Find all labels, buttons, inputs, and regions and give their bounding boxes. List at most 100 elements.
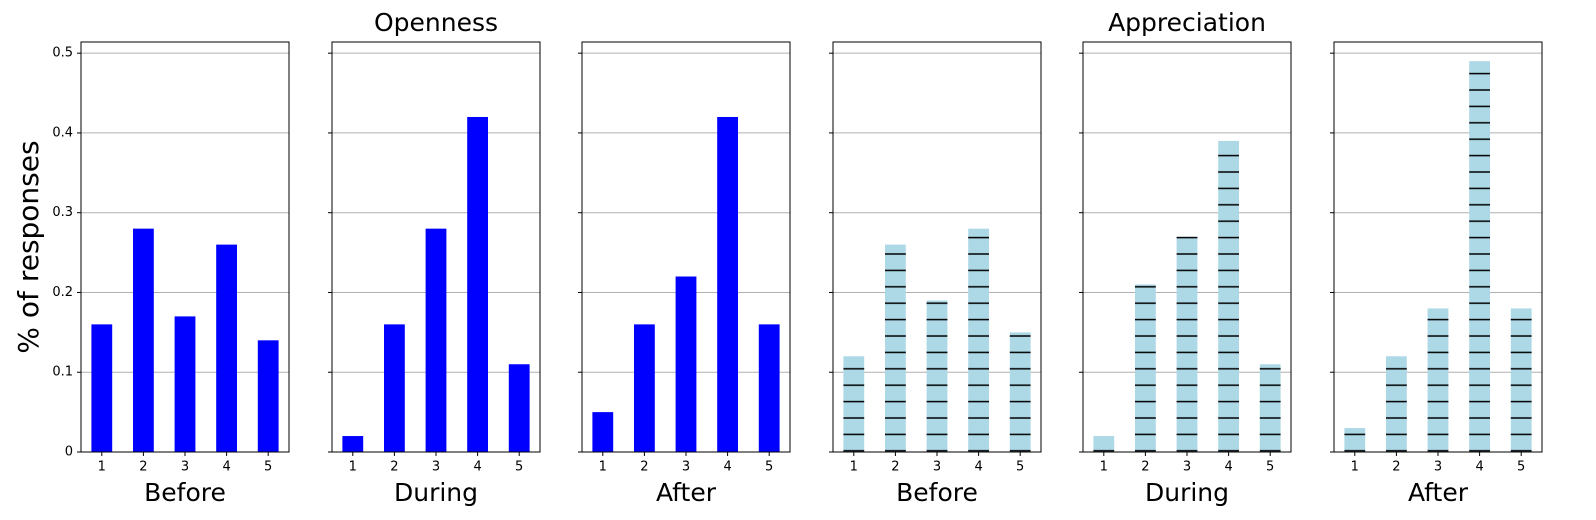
bar-hatch [1510, 308, 1532, 452]
x-axis-label: Before [144, 478, 226, 507]
bar-hatch [1427, 308, 1449, 452]
x-axis-label: During [394, 478, 478, 507]
x-tick-label: 2 [1392, 460, 1400, 475]
x-tick-label: 3 [1434, 460, 1442, 475]
bar-group [216, 244, 237, 452]
x-tick-label: 2 [640, 460, 648, 475]
bar [467, 116, 488, 453]
bar-group [1427, 308, 1449, 452]
bar-group [592, 412, 614, 452]
x-tick-label: 5 [1517, 460, 1525, 475]
bar-group [968, 228, 989, 452]
axes-frame [1333, 41, 1543, 453]
x-tick-label: 4 [1224, 460, 1232, 475]
bar-group [257, 340, 279, 452]
x-tick-label: 2 [1141, 460, 1149, 475]
x-tick-label: 3 [933, 460, 941, 475]
bar-group [1344, 428, 1366, 452]
x-tick-label: 2 [390, 460, 398, 475]
x-tick-label: 4 [974, 460, 982, 475]
bar-hatch [843, 356, 865, 452]
x-tick-label: 5 [1016, 460, 1024, 475]
bar-group [634, 324, 655, 452]
bar-group [1510, 308, 1532, 452]
bar-hatch [885, 244, 906, 452]
bar-hatch [1176, 236, 1198, 452]
bar-group [467, 116, 488, 453]
x-tick-label: 1 [599, 460, 607, 475]
bar-hatch [1344, 428, 1366, 452]
chart-title: Appreciation [1108, 8, 1266, 37]
bar-hatch [926, 300, 948, 452]
bar-hatch [1009, 332, 1031, 452]
bar-hatch [1386, 356, 1407, 452]
bar-group [1218, 140, 1239, 452]
bar [257, 340, 279, 452]
chart-title: Openness [374, 8, 498, 37]
bar [216, 244, 237, 452]
x-tick-label: 3 [1183, 460, 1191, 475]
x-tick-label: 1 [850, 460, 858, 475]
axes-frame [80, 41, 290, 453]
bar [758, 324, 780, 452]
bar-hatch [1093, 436, 1115, 452]
bar-group [425, 228, 447, 452]
bar-group [384, 324, 405, 452]
bar-group [1469, 61, 1490, 452]
bar-group [1176, 236, 1198, 452]
bar [174, 316, 196, 452]
x-tick-label: 3 [181, 460, 189, 475]
bar [425, 228, 447, 452]
x-axis-label: Before [896, 478, 978, 507]
x-tick-label: 3 [682, 460, 690, 475]
axes-frame [832, 41, 1042, 453]
bar [675, 276, 697, 452]
bar-group [133, 228, 154, 452]
bar-group [675, 276, 697, 452]
x-axis-label: After [1408, 478, 1469, 507]
x-tick-label: 3 [432, 460, 440, 475]
x-tick-label: 2 [139, 460, 147, 475]
x-tick-label: 5 [515, 460, 523, 475]
x-tick-label: 4 [723, 460, 731, 475]
bar-hatch [1135, 284, 1156, 452]
bar-group [885, 244, 906, 452]
axes-frame [581, 41, 791, 453]
bar-group [717, 116, 738, 453]
bar-group [508, 364, 530, 452]
bar [342, 436, 364, 452]
bar-group [1093, 436, 1115, 452]
x-tick-label: 4 [222, 460, 230, 475]
bar-hatch [1218, 140, 1239, 452]
bar-group [174, 316, 196, 452]
bar [508, 364, 530, 452]
x-axis-label: During [1145, 478, 1229, 507]
y-tick-label: 0.1 [52, 365, 73, 380]
x-tick-label: 2 [891, 460, 899, 475]
bar [717, 116, 738, 453]
x-tick-label: 1 [1351, 460, 1359, 475]
y-tick-label: 0.4 [52, 125, 73, 140]
y-tick-label: 0.2 [52, 285, 73, 300]
x-tick-label: 5 [264, 460, 272, 475]
y-tick-label: 0.3 [52, 205, 73, 220]
bar-group [1386, 356, 1407, 452]
y-tick-label: 0.5 [52, 46, 73, 61]
x-tick-label: 1 [98, 460, 106, 475]
bar [634, 324, 655, 452]
bar [91, 324, 113, 452]
bar-group [843, 356, 865, 452]
bar-group [926, 300, 948, 452]
bar-hatch [1259, 364, 1281, 452]
bar-hatch [1469, 61, 1490, 452]
bar-group [91, 324, 113, 452]
x-axis-label: After [656, 478, 717, 507]
bar-group [1009, 332, 1031, 452]
y-tick-label: 0 [65, 445, 73, 460]
x-tick-label: 1 [349, 460, 357, 475]
x-tick-label: 5 [765, 460, 773, 475]
bar [133, 228, 154, 452]
bar-group [758, 324, 780, 452]
bar [384, 324, 405, 452]
